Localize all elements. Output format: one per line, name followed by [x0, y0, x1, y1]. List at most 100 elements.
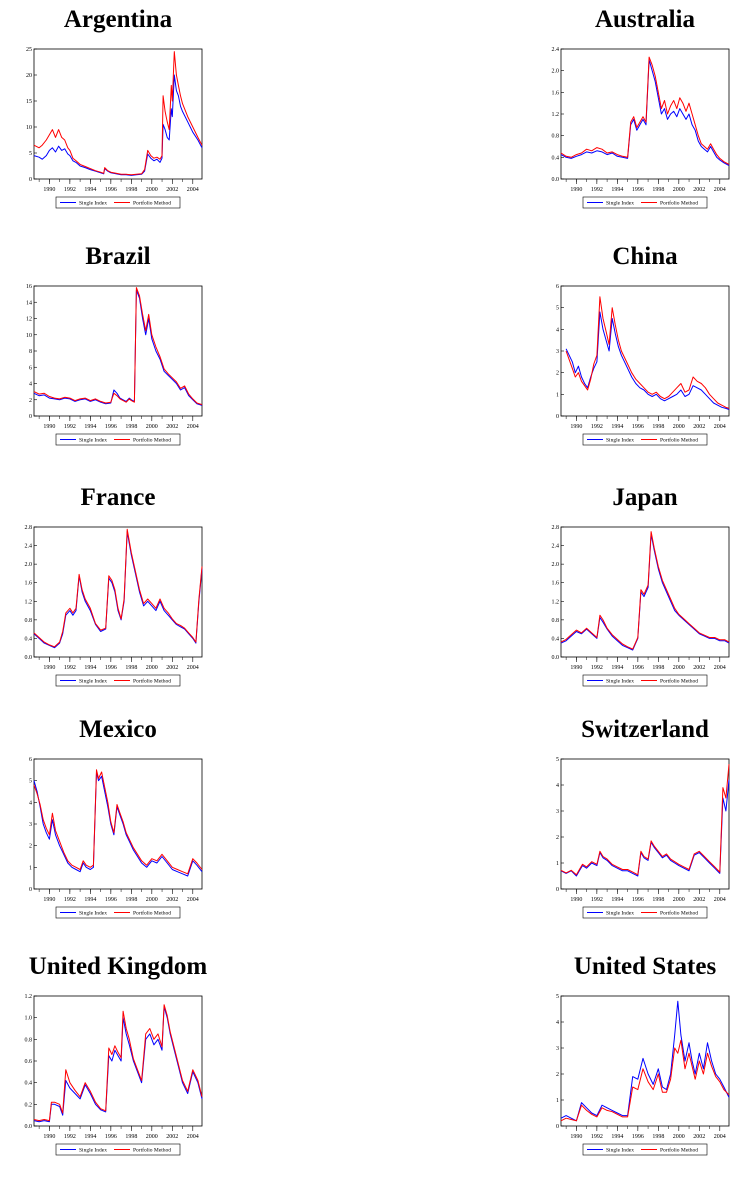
legend-label-single-index: Single Index [606, 438, 634, 444]
chart-australia: 0.0 0.4 0.8 1.2 1.6 2.0 2.4 1990 1992 1994 1996 199… [552, 47, 730, 209]
x-tick-label: 1992 [64, 897, 76, 903]
legend-label-portfolio-method: Portfolio Method [133, 200, 171, 207]
panel-8: United Kingdom 0.0 0.2 0.4 0.6 0.8 1.0 1.2 1990… [18, 952, 218, 1184]
x-tick-label: 1994 [84, 1134, 96, 1140]
y-tick-label: 2.0 [25, 562, 33, 568]
x-tick-label: 2002 [693, 424, 705, 430]
legend: Single Index Portfolio Method [582, 433, 708, 446]
x-tick-label: 1992 [64, 1134, 76, 1140]
series-line-single-index [565, 311, 730, 410]
x-tick-label: 1998 [652, 665, 664, 671]
chart-title: Australia [595, 6, 695, 33]
legend: Single Index Portfolio Method [582, 674, 708, 687]
x-tick-label: 1990 [570, 665, 582, 671]
chart-brazil: 0 2 4 6 8 10 12 14 16 1990 1992 1994 1996 1998 2000 200… [26, 284, 203, 446]
x-tick-label: 2004 [187, 1134, 199, 1140]
x-tick-label: 2002 [693, 665, 705, 671]
x-tick-label: 1998 [652, 1134, 664, 1140]
y-tick-label: 8 [29, 349, 32, 355]
legend: Single Index Portfolio Method [55, 433, 181, 446]
x-tick-label: 1994 [84, 665, 96, 671]
plot-frame [33, 526, 203, 658]
x-tick-label: 1994 [84, 424, 96, 430]
chart-title: China [612, 243, 678, 270]
legend-label-portfolio-method: Portfolio Method [660, 678, 698, 685]
legend: Single Index Portfolio Method [55, 906, 181, 919]
y-tick-label: 15 [26, 99, 32, 105]
y-tick-label: 4 [29, 382, 32, 388]
panel-2: Brazil 0 2 4 6 8 10 12 14 16 1990 1992 1994 1996 1998… [18, 242, 218, 474]
y-tick-label: 0.0 [25, 655, 33, 661]
series-line-single-index [560, 533, 730, 651]
chart-title: Mexico [79, 716, 157, 743]
x-tick-label: 1996 [105, 1134, 117, 1140]
panel-0: Argentina 0 5 10 15 20 25 1990 1992 1994 1996 1998… [18, 5, 218, 237]
x-tick-label: 2000 [146, 897, 158, 903]
legend-label-portfolio-method: Portfolio Method [133, 1147, 171, 1154]
y-tick-label: 0.4 [25, 636, 33, 642]
y-tick-label: 1 [556, 861, 559, 867]
chart-switzerland: 0 1 2 3 4 5 1990 1992 1994 1996 1998 2000 2002 2004 Si… [556, 757, 730, 919]
y-tick-label: 4 [556, 1020, 559, 1026]
x-tick-label: 1990 [43, 424, 55, 430]
y-tick-label: 10 [26, 125, 32, 131]
plot-frame [560, 526, 730, 658]
y-tick-label: 2.4 [552, 544, 560, 550]
series-line-single-index [33, 1006, 203, 1123]
y-tick-label: 0.0 [25, 1124, 33, 1130]
y-tick-label: 3 [29, 822, 32, 828]
x-tick-label: 2000 [673, 424, 685, 430]
chart-mexico: 0 1 2 3 4 5 6 1990 1992 1994 1996 1998 2000 2002 2004 S… [29, 757, 203, 919]
legend-label-single-index: Single Index [79, 1148, 107, 1154]
x-tick-label: 1998 [125, 187, 137, 193]
series-line-portfolio-method [33, 528, 203, 648]
plot-frame [33, 48, 203, 180]
x-tick-label: 2000 [146, 424, 158, 430]
x-tick-label: 1992 [64, 424, 76, 430]
series-line-portfolio-method [33, 1004, 203, 1122]
series-line-single-index [560, 59, 730, 166]
y-tick-label: 0.8 [25, 618, 33, 624]
series-line-portfolio-method [33, 51, 203, 176]
series-line-single-index [33, 771, 203, 877]
series-line-portfolio-method [560, 531, 730, 650]
x-tick-label: 2000 [673, 1134, 685, 1140]
x-tick-label: 2004 [187, 187, 199, 193]
y-tick-label: 0.8 [552, 618, 560, 624]
y-tick-label: 5 [29, 779, 32, 785]
legend-label-single-index: Single Index [606, 679, 634, 685]
y-tick-label: 0.2 [25, 1102, 33, 1108]
y-tick-label: 0.6 [25, 1059, 33, 1065]
x-tick-label: 2002 [693, 1134, 705, 1140]
y-tick-label: 6 [29, 757, 32, 763]
chart-title: Switzerland [581, 716, 709, 743]
y-tick-label: 5 [29, 151, 32, 157]
y-tick-label: 0 [556, 414, 559, 420]
y-tick-label: 1.6 [25, 581, 33, 587]
x-tick-label: 1994 [84, 897, 96, 903]
y-tick-label: 4 [29, 800, 32, 806]
x-tick-label: 2004 [187, 665, 199, 671]
y-tick-label: 1.2 [25, 599, 33, 605]
x-tick-label: 2002 [166, 665, 178, 671]
x-tick-label: 2002 [166, 1134, 178, 1140]
y-tick-label: 2 [556, 1072, 559, 1078]
x-tick-label: 2000 [673, 897, 685, 903]
x-tick-label: 2004 [187, 897, 199, 903]
chart-title: France [80, 484, 156, 511]
legend-label-single-index: Single Index [79, 911, 107, 917]
legend-label-single-index: Single Index [79, 679, 107, 685]
y-tick-label: 1.6 [552, 90, 560, 96]
x-tick-label: 1990 [570, 187, 582, 193]
y-tick-label: 0.4 [25, 1081, 33, 1087]
x-tick-label: 2004 [714, 897, 726, 903]
y-tick-label: 0 [556, 887, 559, 893]
y-tick-label: 0 [29, 887, 32, 893]
y-tick-label: 2.0 [552, 69, 560, 75]
x-tick-label: 1990 [43, 897, 55, 903]
plot-frame [560, 995, 730, 1127]
chart-title: Japan [612, 484, 678, 511]
y-tick-label: 2 [29, 844, 32, 850]
x-tick-label: 1990 [43, 1134, 55, 1140]
legend-label-portfolio-method: Portfolio Method [660, 910, 698, 917]
